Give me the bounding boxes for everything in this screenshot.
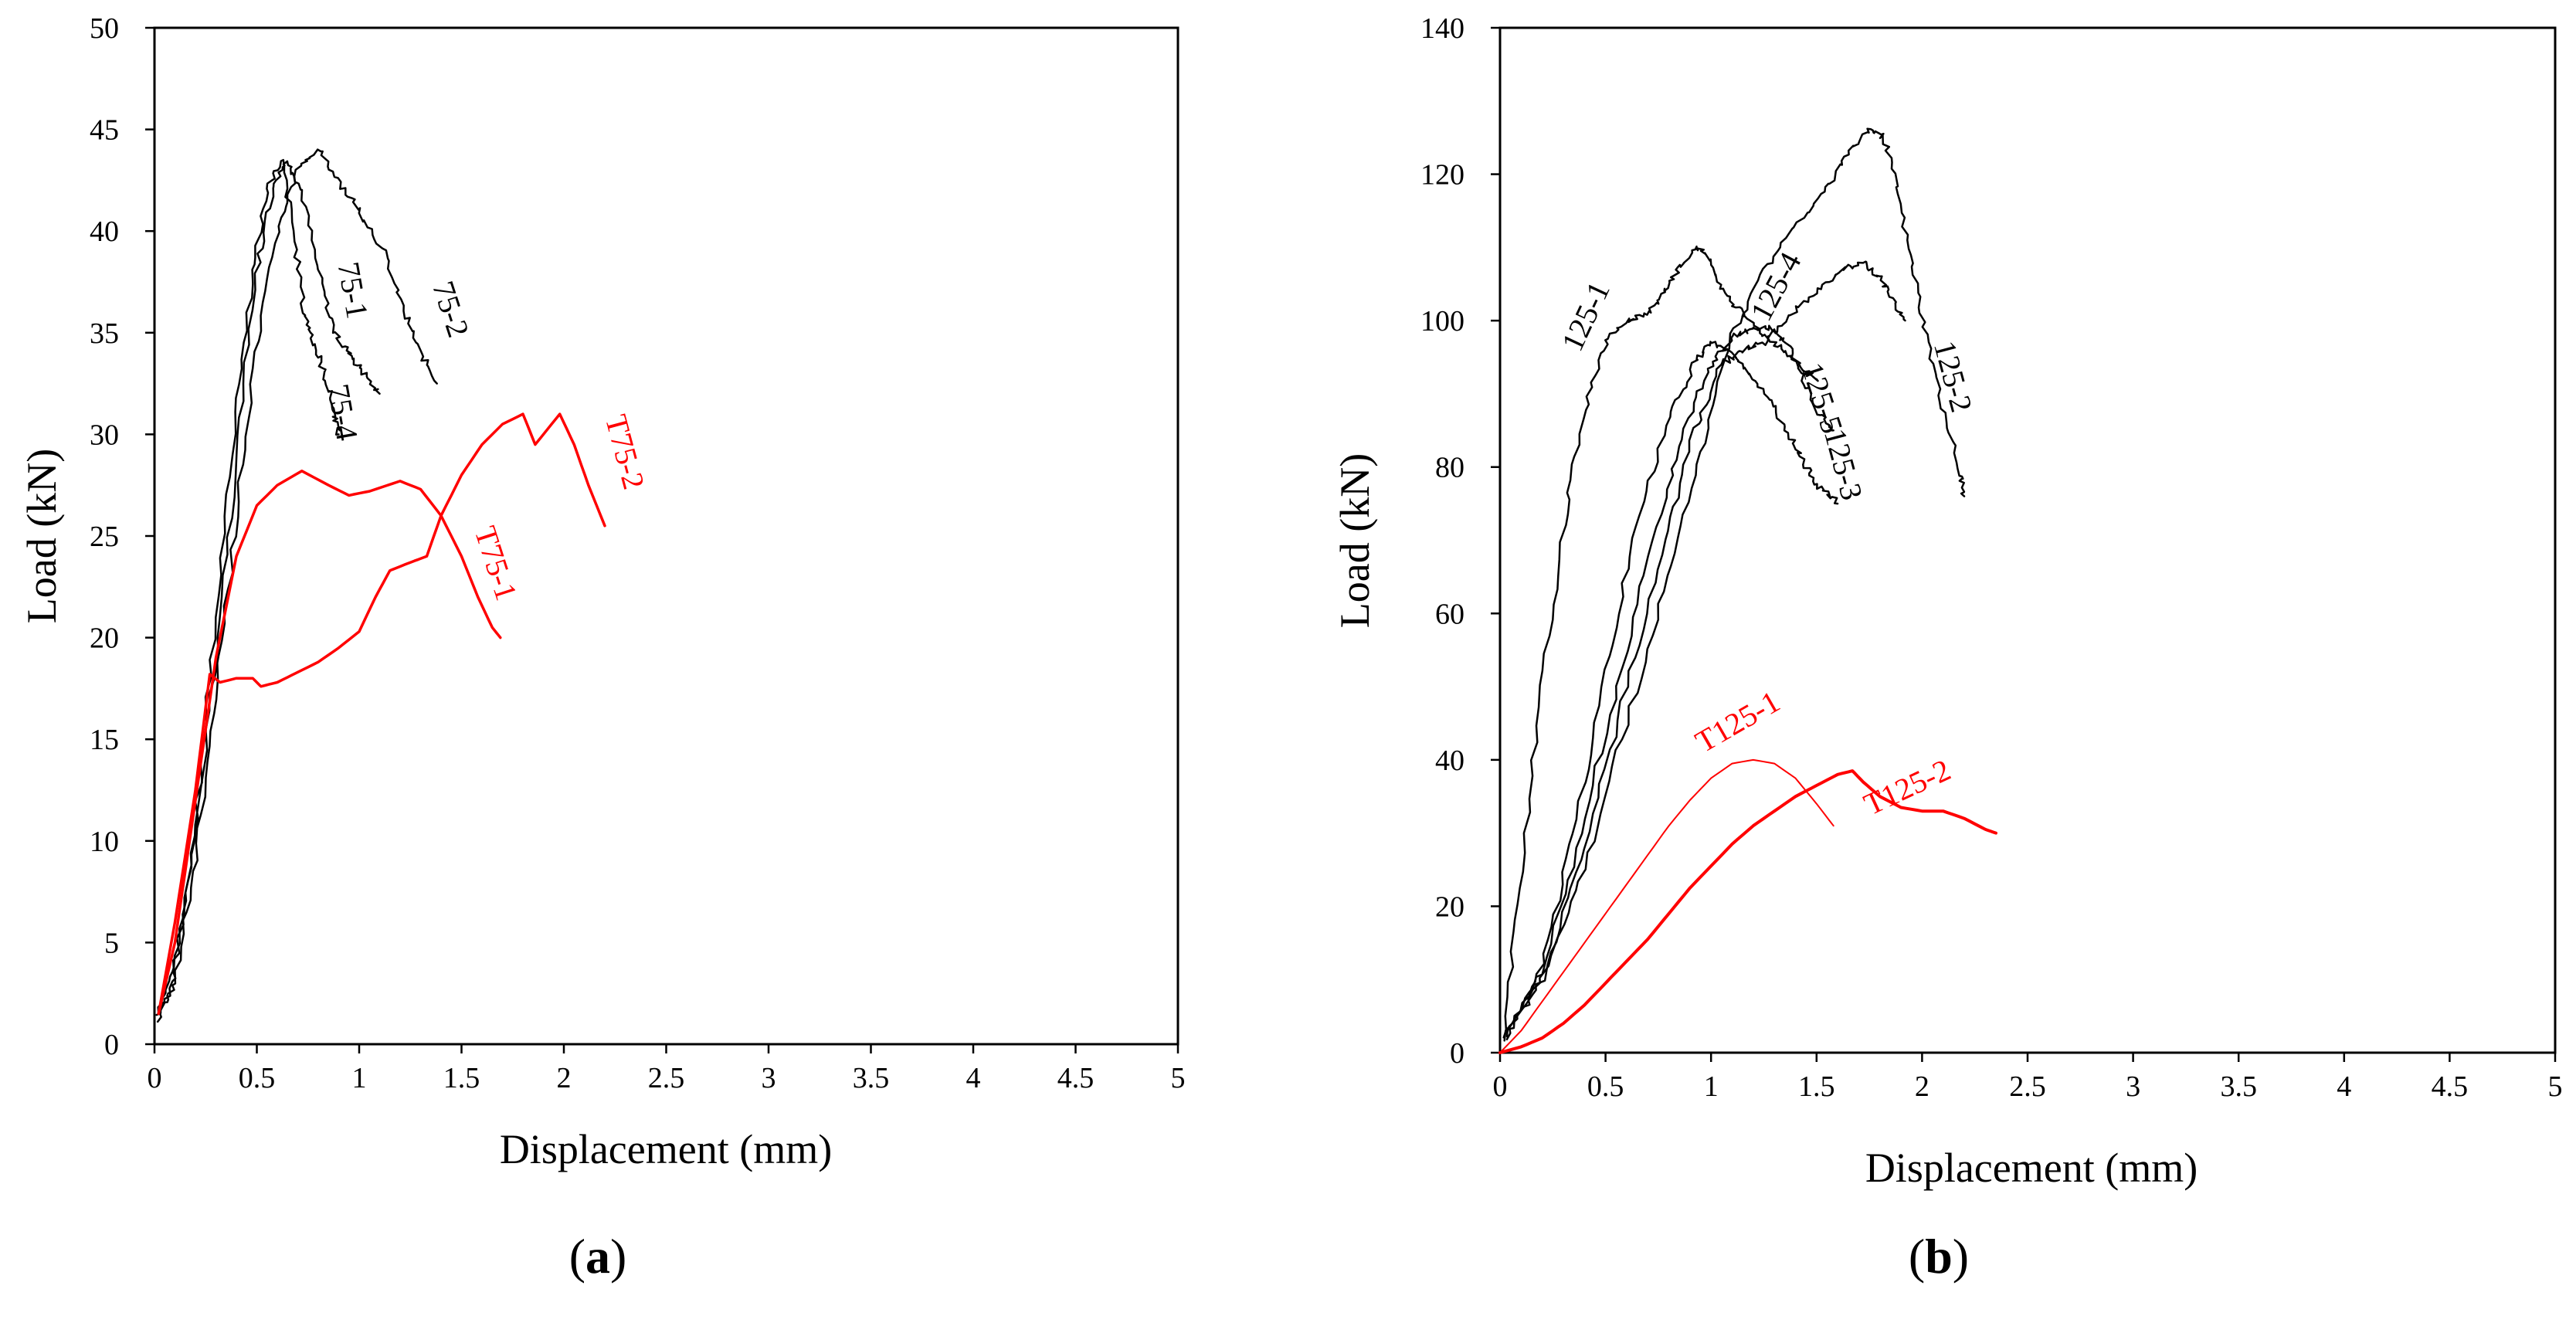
panel-label: (a) — [569, 1229, 627, 1284]
series-line-125-4 — [1502, 260, 1906, 1039]
x-tick-label: 4.5 — [2432, 1070, 2469, 1103]
x-tick-label: 5 — [1171, 1062, 1186, 1094]
y-tick-label: 140 — [1420, 12, 1464, 45]
y-tick-label: 25 — [90, 521, 119, 553]
x-axis-title: Displacement (mm) — [1865, 1145, 2198, 1191]
x-tick-label: 1 — [1704, 1070, 1719, 1103]
x-tick-label: 1.5 — [443, 1062, 480, 1094]
x-tick-label: 4 — [2337, 1070, 2351, 1103]
series-label-75-4: 75-4 — [321, 382, 365, 443]
panel-b: 0 0.5 1 1.5 2 2.5 3 3.5 4 4.5 5 0 20 40 60 80 100 120 140 D… — [1332, 12, 2563, 1284]
y-tick-label: 40 — [1435, 745, 1464, 777]
series-line-125-5 — [1503, 324, 1834, 1042]
series-line-T125-2 — [1498, 769, 1997, 1054]
x-tick-label: 2.5 — [648, 1062, 685, 1094]
x-tick-label: 0 — [1493, 1070, 1508, 1103]
panel-label: (b) — [1909, 1229, 1969, 1284]
x-tick-label: 4.5 — [1057, 1062, 1095, 1094]
series-line-T125-1 — [1499, 758, 1834, 1053]
x-tick-label: 3.5 — [853, 1062, 890, 1094]
x-tick-label: 2 — [557, 1062, 572, 1094]
y-tick-label: 5 — [104, 927, 119, 959]
x-tick-label: 3 — [762, 1062, 776, 1094]
x-tick-label: 3 — [2126, 1070, 2140, 1103]
series-label-T75-2: T75-2 — [599, 411, 652, 493]
x-tick-label: 3.5 — [2220, 1070, 2257, 1103]
series-label-125-2: 125-2 — [1927, 338, 1980, 416]
y-tick-label: 0 — [104, 1029, 119, 1061]
y-tick-label: 10 — [90, 826, 119, 858]
y-tick-label: 80 — [1435, 452, 1464, 484]
y-tick-label: 20 — [90, 622, 119, 655]
x-tick-label: 2.5 — [2009, 1070, 2046, 1103]
y-tick-label: 45 — [90, 114, 119, 147]
series-label-75-1: 75-1 — [331, 260, 375, 321]
x-tick-label: 4 — [966, 1062, 981, 1094]
series-line-125-3 — [1505, 341, 1839, 1038]
series-label-T125-1: T125-1 — [1689, 684, 1785, 759]
x-axis-title: Displacement (mm) — [500, 1126, 832, 1172]
series-line-75-4 — [156, 158, 341, 1023]
series-line-125-2 — [1505, 127, 1966, 1041]
x-tick-label: 0.5 — [239, 1062, 276, 1094]
x-tick-label: 1.5 — [1798, 1070, 1835, 1103]
x-tick-label: 0 — [148, 1062, 162, 1094]
series-line-T75-2 — [157, 412, 606, 1016]
series-line-75-2 — [155, 148, 438, 1016]
y-tick-label: 120 — [1420, 159, 1464, 192]
y-tick-label: 20 — [1435, 890, 1464, 923]
y-axis-title: Load (kN) — [1332, 453, 1378, 628]
x-tick-label: 2 — [1915, 1070, 1929, 1103]
x-tick-label: 1 — [352, 1062, 367, 1094]
series-label-125-5: 125-5 — [1794, 358, 1850, 438]
y-tick-label: 30 — [90, 419, 119, 451]
series-label-75-2: 75-2 — [426, 276, 476, 341]
y-tick-label: 35 — [90, 317, 119, 350]
y-tick-label: 0 — [1450, 1037, 1464, 1070]
plot-frame — [153, 26, 1179, 1046]
x-tick-label: 0.5 — [1587, 1070, 1624, 1103]
y-axis-title: Load (kN) — [19, 449, 65, 623]
series-line-T75-1 — [157, 470, 502, 1016]
y-tick-label: 40 — [90, 215, 119, 248]
y-tick-label: 15 — [90, 724, 119, 756]
y-tick-label: 50 — [90, 12, 119, 45]
series-label-125-4: 125-4 — [1743, 246, 1808, 327]
plot-frame — [1498, 26, 2557, 1054]
y-tick-label: 100 — [1420, 305, 1464, 338]
y-tick-label: 60 — [1435, 598, 1464, 630]
panel-a: 0 0.5 1 1.5 2 2.5 3 3.5 4 4.5 50510152025303540455… — [19, 12, 1186, 1284]
x-tick-label: 5 — [2548, 1070, 2563, 1103]
